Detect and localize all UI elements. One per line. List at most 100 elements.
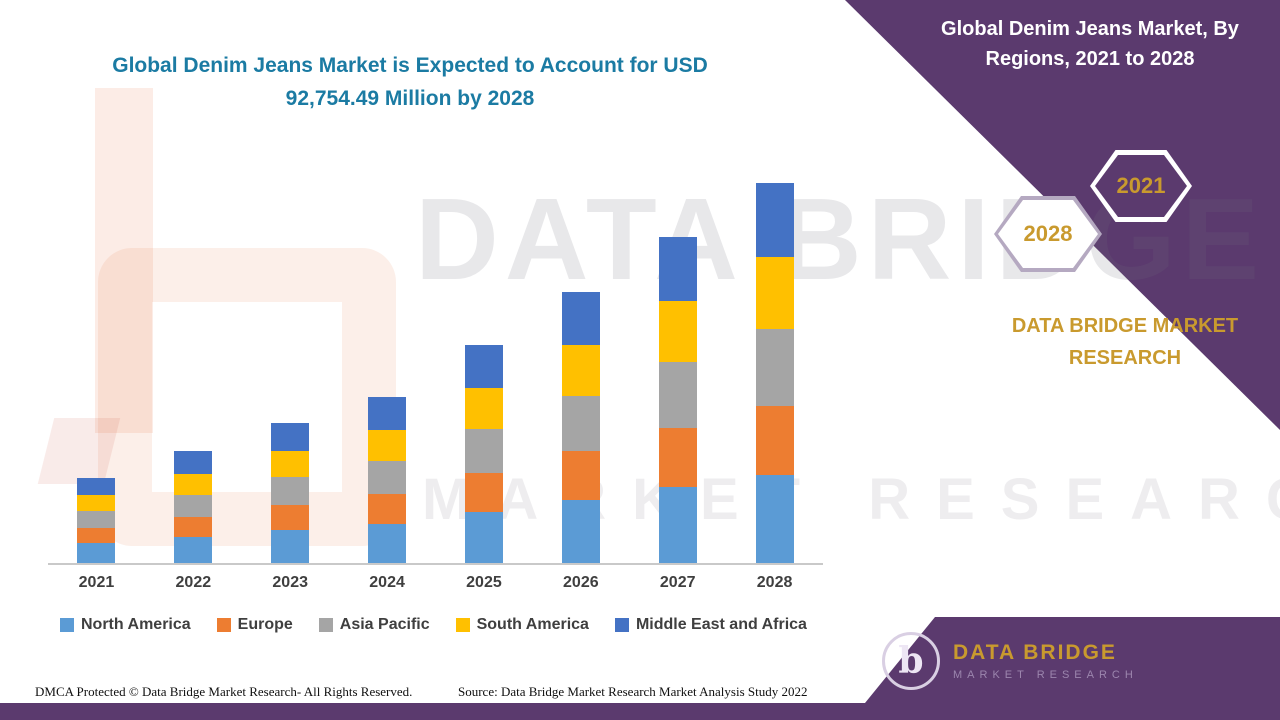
bar-segment-asia-pacific-2025 bbox=[464, 429, 503, 473]
stacked-bar-2024 bbox=[368, 397, 407, 563]
x-axis-label-2028: 2028 bbox=[756, 574, 793, 591]
bar-column-2025 bbox=[436, 345, 533, 563]
legend-swatch-north-america bbox=[60, 618, 74, 632]
legend-item-south-america: South America bbox=[455, 616, 589, 634]
x-axis-label-2024: 2024 bbox=[369, 574, 405, 591]
bar-segment-north-america-2022 bbox=[174, 537, 213, 563]
bar-segment-europe-2022 bbox=[174, 517, 213, 537]
legend-label-south-america: South America bbox=[476, 616, 589, 633]
source-note: Source: Data Bridge Market Research Mark… bbox=[458, 684, 808, 699]
legend-item-europe: Europe bbox=[216, 616, 293, 634]
bar-segment-asia-pacific-2022 bbox=[174, 495, 213, 517]
chart-title-line1: Global Denim Jeans Market is Expected to… bbox=[112, 54, 708, 77]
bar-segment-north-america-2027 bbox=[658, 487, 697, 563]
legend-label-asia-pacific: Asia Pacific bbox=[339, 616, 430, 633]
bar-segment-asia-pacific-2027 bbox=[658, 362, 697, 428]
stacked-bar-2027 bbox=[658, 237, 697, 563]
legend-label-europe: Europe bbox=[237, 616, 293, 633]
bar-column-2022 bbox=[145, 451, 242, 563]
data-bridge-logo: b DATA BRIDGE MARKET RESEARCH bbox=[882, 632, 1138, 690]
brand-wordmark-line1: DATA BRIDGE MARKET bbox=[1011, 315, 1239, 337]
x-axis-label-2022: 2022 bbox=[175, 574, 212, 591]
bar-column-2021 bbox=[48, 478, 145, 563]
legend-item-north-america: North America bbox=[60, 616, 191, 634]
chart-title: Global Denim Jeans Market is Expected to… bbox=[70, 50, 750, 115]
bar-segment-europe-2025 bbox=[464, 473, 503, 512]
bar-segment-north-america-2026 bbox=[561, 500, 600, 563]
bar-segment-north-america-2028 bbox=[755, 475, 794, 563]
legend-label-north-america: North America bbox=[81, 616, 191, 633]
legend-item-asia-pacific: Asia Pacific bbox=[318, 616, 430, 634]
bar-segment-middle-east-and-africa-2025 bbox=[464, 345, 503, 388]
brand-wordmark-line2: RESEARCH bbox=[1068, 347, 1182, 369]
panel-title-line1: Global Denim Jeans Market, By bbox=[941, 18, 1239, 40]
bar-segment-asia-pacific-2023 bbox=[271, 477, 310, 505]
stacked-bar-2026 bbox=[561, 292, 600, 563]
stacked-bar-2023 bbox=[271, 423, 310, 563]
logo-text-block: DATA BRIDGE MARKET RESEARCH bbox=[953, 641, 1138, 681]
bar-segment-middle-east-and-africa-2026 bbox=[561, 292, 600, 345]
bar-segment-south-america-2025 bbox=[464, 388, 503, 429]
bar-segment-asia-pacific-2024 bbox=[368, 461, 407, 494]
panel-title: Global Denim Jeans Market, By Regions, 2… bbox=[914, 14, 1266, 74]
chart-legend: North America Europe Asia Pacific South Ame… bbox=[60, 616, 807, 634]
bar-column-2024 bbox=[339, 397, 436, 563]
bar-segment-europe-2027 bbox=[658, 428, 697, 487]
brand-wordmark: DATA BRIDGE MARKET RESEARCH bbox=[980, 310, 1270, 374]
hexagon-2021-inner: 2021 bbox=[1095, 155, 1187, 217]
stacked-bar-2022 bbox=[174, 451, 213, 563]
dmca-notice: DMCA Protected © Data Bridge Market Rese… bbox=[35, 684, 413, 699]
hexagon-2021: 2021 bbox=[1090, 150, 1192, 222]
bar-segment-europe-2028 bbox=[755, 406, 794, 475]
bar-segment-south-america-2024 bbox=[368, 430, 407, 461]
stacked-bar-2028 bbox=[755, 183, 794, 563]
bar-segment-middle-east-and-africa-2028 bbox=[755, 183, 794, 257]
bar-segment-middle-east-and-africa-2027 bbox=[658, 237, 697, 301]
x-axis-label-2023: 2023 bbox=[272, 574, 308, 591]
bar-segment-asia-pacific-2021 bbox=[77, 511, 116, 528]
x-axis-label-2025: 2025 bbox=[466, 574, 502, 591]
legend-swatch-europe bbox=[216, 618, 231, 632]
bar-segment-europe-2024 bbox=[368, 494, 407, 524]
legend-swatch-south-america bbox=[455, 618, 470, 632]
hexagon-2028-inner: 2028 bbox=[998, 200, 1098, 268]
bar-segment-north-america-2025 bbox=[464, 512, 503, 563]
bar-segment-south-america-2026 bbox=[561, 345, 600, 396]
bar-segment-middle-east-and-africa-2023 bbox=[271, 423, 310, 451]
bar-segment-north-america-2024 bbox=[368, 524, 407, 563]
legend-label-middle-east-and-africa: Middle East and Africa bbox=[635, 616, 807, 633]
bar-column-2028 bbox=[726, 183, 823, 563]
bar-column-2023 bbox=[242, 423, 339, 563]
plot-area bbox=[48, 178, 823, 565]
hexagon-2028: 2028 bbox=[994, 196, 1102, 272]
legend-item-middle-east-and-africa: Middle East and Africa bbox=[614, 616, 807, 634]
bottom-purple-bar bbox=[0, 703, 1280, 720]
bar-segment-europe-2023 bbox=[271, 505, 310, 530]
bar-column-2026 bbox=[532, 292, 629, 563]
bar-segment-south-america-2022 bbox=[174, 474, 213, 495]
logo-subtitle: MARKET RESEARCH bbox=[953, 669, 1138, 681]
bar-segment-middle-east-and-africa-2024 bbox=[368, 397, 407, 430]
bar-segment-south-america-2023 bbox=[271, 451, 310, 477]
bar-segment-asia-pacific-2028 bbox=[755, 329, 794, 406]
bar-segment-north-america-2021 bbox=[77, 543, 116, 563]
bar-segment-middle-east-and-africa-2022 bbox=[174, 451, 213, 474]
x-axis-label-2026: 2026 bbox=[563, 574, 599, 591]
x-axis-label-2021: 2021 bbox=[78, 574, 115, 591]
legend-swatch-middle-east-and-africa bbox=[614, 618, 629, 632]
bar-column-2027 bbox=[629, 237, 726, 563]
stacked-bar-chart: 2021 2022 2023 2024 2025 2026 2027 2028 bbox=[48, 178, 823, 592]
x-axis-labels: 2021 2022 2023 2024 2025 2026 2027 2028 bbox=[48, 574, 823, 592]
bar-segment-europe-2021 bbox=[77, 528, 116, 543]
bar-segment-middle-east-and-africa-2021 bbox=[77, 478, 116, 495]
bar-segment-europe-2026 bbox=[561, 451, 600, 500]
bar-segment-south-america-2021 bbox=[77, 495, 116, 511]
bar-segment-north-america-2023 bbox=[271, 530, 310, 563]
logo-b-icon: b bbox=[882, 632, 940, 690]
bar-segment-south-america-2027 bbox=[658, 301, 697, 362]
hexagon-year-2028: 2028 bbox=[1023, 221, 1073, 246]
bar-segment-asia-pacific-2026 bbox=[561, 396, 600, 451]
stacked-bar-2021 bbox=[77, 478, 116, 563]
logo-name: DATA BRIDGE bbox=[953, 641, 1117, 664]
